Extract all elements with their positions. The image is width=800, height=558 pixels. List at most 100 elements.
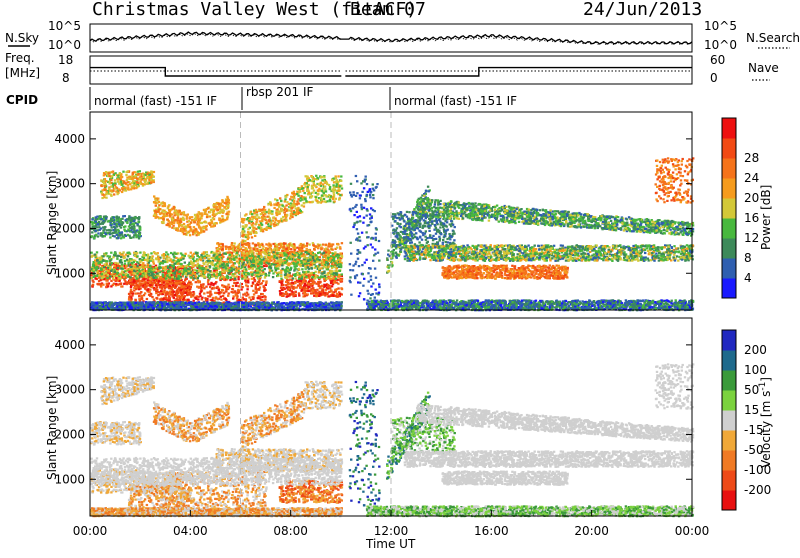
power-cell: [231, 288, 233, 290]
power-cell: [338, 274, 340, 276]
power-cell: [141, 298, 143, 300]
power-cell: [247, 231, 249, 233]
power-cell: [331, 285, 333, 287]
cpid-segment-1: normal (fast) -151 IF: [94, 94, 217, 108]
power-cell: [103, 182, 105, 184]
power-cell: [285, 196, 287, 198]
power-cell: [120, 181, 122, 183]
power-cell: [205, 286, 207, 288]
power-cell: [331, 263, 333, 265]
power-cell: [245, 213, 247, 215]
power-cell: [222, 295, 224, 297]
power-cell: [197, 215, 199, 217]
power-cell: [261, 220, 263, 222]
power-cell: [166, 293, 168, 295]
power-cell: [137, 182, 139, 184]
power-cell: [95, 216, 97, 218]
power-cell: [221, 248, 223, 250]
power-cell: [141, 280, 143, 282]
power-cell: [255, 221, 257, 223]
power-cell: [260, 293, 262, 295]
power-cell: [173, 297, 175, 299]
power-cell: [153, 299, 155, 301]
power-cell: [313, 190, 315, 192]
power-cell: [131, 291, 133, 293]
power-cell: [268, 248, 270, 250]
power-cell: [171, 213, 173, 215]
power-cell: [143, 176, 145, 178]
power-cell: [209, 286, 211, 288]
power-cell: [283, 219, 285, 221]
power-cell: [162, 222, 164, 224]
power-cell: [101, 180, 103, 182]
power-cell: [312, 179, 314, 181]
power-cell: [107, 270, 109, 272]
power-cell: [296, 201, 298, 203]
power-cell: [222, 243, 224, 245]
power-cell: [177, 217, 179, 219]
power-cell: [186, 218, 188, 220]
power-cell: [317, 190, 319, 192]
power-cell: [333, 194, 335, 196]
power-cell: [277, 260, 279, 262]
power-cell: [185, 278, 187, 280]
power-cell: [189, 216, 191, 218]
power-cell: [183, 285, 185, 287]
power-cell: [128, 293, 130, 295]
power-cell: [159, 263, 161, 265]
nsky-label: N.Sky: [5, 31, 39, 45]
power-cell: [155, 217, 157, 219]
power-cell: [101, 192, 103, 194]
power-cell: [187, 214, 189, 216]
power-cell: [294, 277, 296, 279]
power-cell: [301, 278, 303, 280]
power-cell: [333, 189, 335, 191]
power-cell: [110, 280, 112, 282]
power-cell: [195, 297, 197, 299]
power-cell: [311, 276, 313, 278]
power-cell: [303, 205, 305, 207]
power-cell: [278, 247, 280, 249]
power-cell: [135, 282, 137, 284]
power-cell: [172, 259, 174, 261]
power-cell: [142, 266, 144, 268]
power-cell: [165, 297, 167, 299]
power-cell: [188, 294, 190, 296]
power-cell: [332, 243, 334, 245]
power-cell: [323, 256, 325, 258]
power-cell: [237, 246, 239, 248]
nave-label: Nave: [748, 61, 779, 75]
power-cell: [183, 223, 185, 225]
power-cell: [316, 194, 318, 196]
power-cell: [116, 279, 118, 281]
power-cell: [124, 225, 126, 227]
power-cell: [214, 292, 216, 294]
power-cell: [283, 243, 285, 245]
power-cell: [113, 216, 115, 218]
power-cell: [200, 270, 202, 272]
power-cell: [311, 195, 313, 197]
power-cell: [305, 284, 307, 286]
power-cell: [228, 246, 230, 248]
power-cell: [148, 174, 150, 176]
power-cell: [337, 175, 339, 177]
power-cell: [246, 257, 248, 259]
power-cell: [265, 227, 267, 229]
power-cell: [222, 201, 224, 203]
power-cell: [116, 275, 118, 277]
power-cell: [298, 254, 300, 256]
power-cell: [279, 262, 281, 264]
power-cell: [196, 270, 198, 272]
power-cell: [181, 212, 183, 214]
power-cell: [340, 175, 342, 177]
power-cell: [126, 222, 128, 224]
power-cell: [173, 227, 175, 229]
power-cell: [207, 283, 209, 285]
power-cell: [117, 175, 119, 177]
nave-tick-high: 60: [710, 53, 725, 67]
power-cell: [282, 284, 284, 286]
power-cell: [119, 260, 121, 262]
power-cell: [213, 210, 215, 212]
power-cell: [296, 247, 298, 249]
power-cell: [298, 263, 300, 265]
